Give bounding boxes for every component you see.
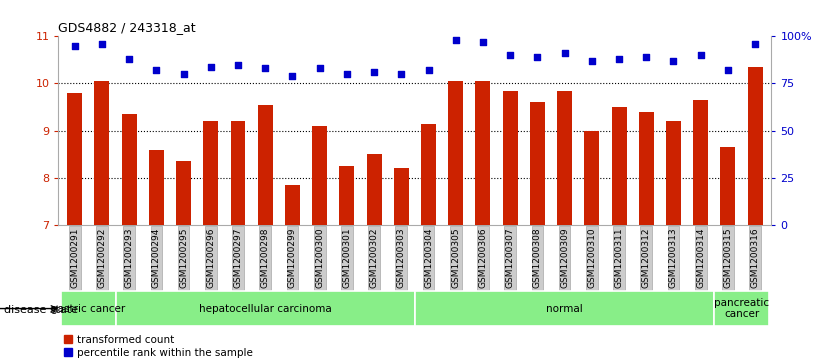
Bar [312, 126, 327, 225]
Bar [721, 147, 736, 225]
Text: normal: normal [546, 303, 583, 314]
Bar [94, 81, 109, 225]
Point [694, 52, 707, 58]
Point [530, 54, 544, 60]
Bar [639, 112, 654, 225]
Bar [666, 121, 681, 225]
Text: pancreatic
cancer: pancreatic cancer [714, 298, 769, 319]
Point [177, 71, 190, 77]
Text: gastric cancer: gastric cancer [51, 303, 125, 314]
Point [123, 56, 136, 62]
Point [204, 64, 218, 69]
Bar [149, 150, 163, 225]
Bar [230, 121, 245, 225]
Bar [203, 121, 219, 225]
Bar [714, 291, 769, 326]
Point [394, 71, 408, 77]
Point [476, 39, 490, 45]
Point [558, 50, 571, 56]
Point [313, 65, 326, 71]
Point [748, 41, 761, 47]
Bar [68, 93, 83, 225]
Bar [693, 100, 708, 225]
Point [640, 54, 653, 60]
Legend: transformed count, percentile rank within the sample: transformed count, percentile rank withi… [63, 335, 253, 358]
Point [721, 68, 735, 73]
Point [340, 71, 354, 77]
Point [286, 73, 299, 79]
Bar [421, 123, 436, 225]
Bar [475, 81, 490, 225]
Point [259, 65, 272, 71]
Point [68, 43, 82, 49]
Text: hepatocellular carcinoma: hepatocellular carcinoma [198, 303, 332, 314]
Bar [367, 154, 382, 225]
Bar [176, 161, 191, 225]
Point [95, 41, 108, 47]
Point [422, 68, 435, 73]
Point [368, 69, 381, 75]
Point [667, 58, 681, 64]
Point [504, 52, 517, 58]
Text: disease state: disease state [4, 305, 78, 315]
Bar [258, 105, 273, 225]
Bar [414, 291, 714, 326]
Bar [530, 102, 545, 225]
Bar [122, 114, 137, 225]
Bar [394, 168, 409, 225]
Point [585, 58, 599, 64]
Point [231, 62, 244, 68]
Bar [611, 107, 626, 225]
Point [149, 68, 163, 73]
Bar [585, 131, 600, 225]
Bar [503, 91, 518, 225]
Bar [285, 185, 300, 225]
Bar [339, 166, 354, 225]
Bar [448, 81, 463, 225]
Bar [747, 67, 762, 225]
Text: GDS4882 / 243318_at: GDS4882 / 243318_at [58, 21, 196, 34]
Bar [116, 291, 414, 326]
Point [449, 37, 462, 43]
Point [612, 56, 626, 62]
Bar [61, 291, 116, 326]
Bar [557, 91, 572, 225]
